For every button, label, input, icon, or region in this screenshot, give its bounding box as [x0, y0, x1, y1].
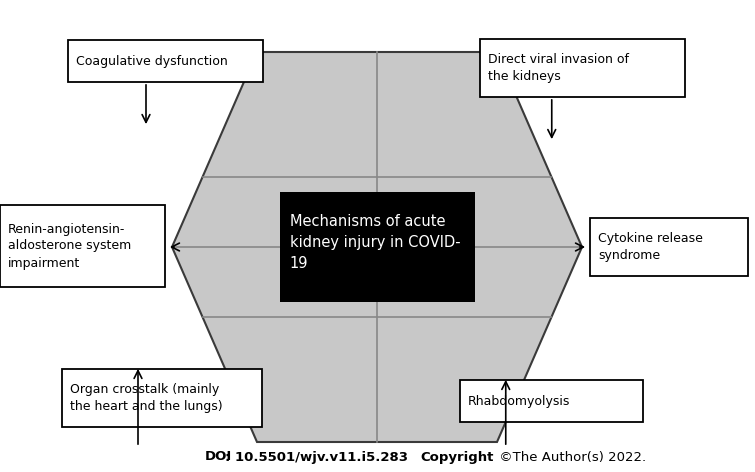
Text: Copyright: Copyright — [420, 450, 493, 464]
FancyBboxPatch shape — [68, 40, 263, 82]
Text: Renin-angiotensin-
aldosterone system
impairment: Renin-angiotensin- aldosterone system im… — [8, 222, 131, 270]
FancyBboxPatch shape — [480, 39, 685, 97]
Text: Rhabdomyolysis: Rhabdomyolysis — [468, 395, 570, 407]
Text: ©The Author(s) 2022.: ©The Author(s) 2022. — [495, 450, 646, 464]
Text: Cytokine release
syndrome: Cytokine release syndrome — [598, 232, 703, 262]
Text: Mechanisms of acute
kidney injury in COVID-
19: Mechanisms of acute kidney injury in COV… — [289, 213, 460, 270]
FancyBboxPatch shape — [0, 205, 165, 287]
Polygon shape — [172, 52, 582, 442]
Text: : 10.5501/wjv.v11.i5.283: : 10.5501/wjv.v11.i5.283 — [225, 450, 408, 464]
Text: Direct viral invasion of
the kidneys: Direct viral invasion of the kidneys — [488, 53, 629, 83]
FancyBboxPatch shape — [460, 380, 643, 422]
Text: Coagulative dysfunction: Coagulative dysfunction — [76, 54, 228, 67]
Text: Organ crosstalk (mainly
the heart and the lungs): Organ crosstalk (mainly the heart and th… — [70, 383, 223, 413]
FancyBboxPatch shape — [279, 192, 474, 302]
FancyBboxPatch shape — [590, 218, 748, 276]
FancyBboxPatch shape — [62, 369, 262, 427]
Text: DOI: DOI — [205, 450, 233, 464]
